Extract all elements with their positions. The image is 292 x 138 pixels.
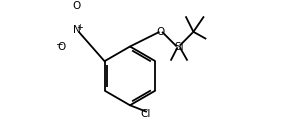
Text: O: O [58, 42, 66, 51]
Text: +: + [77, 23, 83, 32]
Text: O: O [157, 27, 165, 37]
Text: N: N [73, 26, 80, 35]
Text: Cl: Cl [141, 109, 151, 119]
Text: O: O [72, 1, 81, 11]
Text: Si: Si [174, 42, 184, 51]
Text: −: − [55, 39, 63, 48]
